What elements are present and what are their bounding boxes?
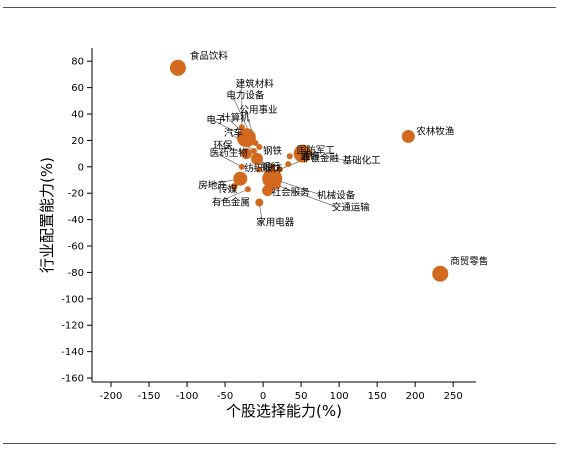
- y-tick-label: -60: [68, 242, 84, 253]
- point-label: 银行: [261, 161, 281, 173]
- x-tick-label: 100: [330, 391, 349, 402]
- point-label: 纺织服饰: [244, 162, 282, 174]
- y-tick-label: 40: [71, 110, 84, 121]
- bubble-point: [250, 147, 257, 154]
- point-label: 有色金属: [212, 196, 250, 208]
- x-tick-label: 200: [406, 391, 425, 402]
- point-label: 食品饮料: [190, 50, 229, 62]
- bubble-point: [252, 140, 259, 147]
- y-tick-label: -80: [68, 268, 84, 279]
- y-tick-label: -40: [68, 215, 84, 226]
- bubble-point: [256, 144, 263, 151]
- point-label: 机械设备: [317, 190, 356, 202]
- x-tick-label: -150: [138, 391, 161, 402]
- y-tick-label: 80: [71, 57, 84, 68]
- bubble-point: [230, 183, 238, 191]
- point-label: 建筑材料: [236, 78, 275, 90]
- point-label: 非银金融: [301, 152, 340, 164]
- bubbles: [169, 59, 449, 282]
- bubble-point: [285, 161, 292, 168]
- point-label: 通信: [300, 150, 319, 162]
- y-tick-label: 60: [71, 83, 84, 94]
- point-label: 基础化工: [343, 155, 382, 167]
- bubble-point: [262, 185, 274, 197]
- bubble-point: [251, 152, 264, 165]
- y-tick-label: -160: [61, 374, 84, 385]
- leader-line: [276, 185, 338, 208]
- point-label: 家用电器: [256, 216, 295, 228]
- y-tick-label: -20: [68, 189, 84, 200]
- bubble-point: [246, 129, 253, 136]
- point-label: 商贸零售: [450, 256, 488, 268]
- bubble-point: [255, 198, 264, 207]
- x-tick-label: 150: [368, 391, 387, 402]
- x-tick-label: -100: [176, 391, 199, 402]
- bubble-point: [276, 166, 283, 173]
- bubble-point: [238, 163, 245, 170]
- point-label: 钢铁: [263, 145, 283, 157]
- point-label: 公用事业: [239, 104, 277, 116]
- point-label: 电子: [206, 114, 226, 126]
- y-tick-label: 0: [78, 162, 84, 173]
- y-tick-label: 20: [71, 136, 84, 147]
- leader-line: [217, 188, 249, 203]
- y-tick-label: -120: [61, 321, 84, 332]
- leader-line: [215, 152, 242, 168]
- x-tick-label: 50: [295, 391, 308, 402]
- bubble-point: [286, 153, 293, 160]
- point-label: 环保: [213, 140, 233, 152]
- bubble-point: [269, 163, 276, 170]
- x-tick-label: -200: [100, 391, 123, 402]
- bubble-point: [244, 186, 251, 193]
- point-label: 计算机: [221, 112, 250, 124]
- bubble-point: [233, 171, 248, 186]
- bubble-point: [256, 166, 263, 173]
- bubble-point: [432, 265, 449, 282]
- point-label: 汽车: [224, 127, 243, 139]
- x-tick-label: 250: [444, 391, 463, 402]
- y-axis-title: 行业配置能力(%): [38, 157, 56, 273]
- y-tick-label: -100: [61, 294, 84, 305]
- point-label: 房地产: [198, 180, 227, 192]
- point-label: 交通运输: [332, 201, 371, 213]
- y-tick-label: -140: [61, 347, 84, 358]
- point-label: 医药生物: [210, 147, 249, 159]
- bubble-point: [238, 124, 245, 131]
- top-rule: [3, 7, 556, 8]
- axes: 806040200-20-40-60-80-100-120-140-160-20…: [61, 48, 476, 402]
- x-tick-label: -50: [217, 391, 233, 402]
- point-label: 电力设备: [226, 89, 265, 101]
- point-label: 国防军工: [297, 144, 336, 156]
- bubble-point: [272, 181, 281, 190]
- bubble-point: [401, 129, 415, 143]
- bottom-rule: [3, 443, 556, 444]
- bubble-point: [169, 59, 186, 76]
- x-axis-title: 个股选择能力(%): [226, 402, 342, 420]
- x-tick-label: 0: [260, 391, 266, 402]
- point-label: 传媒: [218, 184, 238, 196]
- point-label: 农林牧渔: [416, 125, 455, 137]
- bubble-point: [240, 148, 252, 160]
- point-label: 社会服务: [272, 187, 311, 199]
- leader-line: [232, 95, 250, 133]
- bubble-point: [293, 144, 312, 163]
